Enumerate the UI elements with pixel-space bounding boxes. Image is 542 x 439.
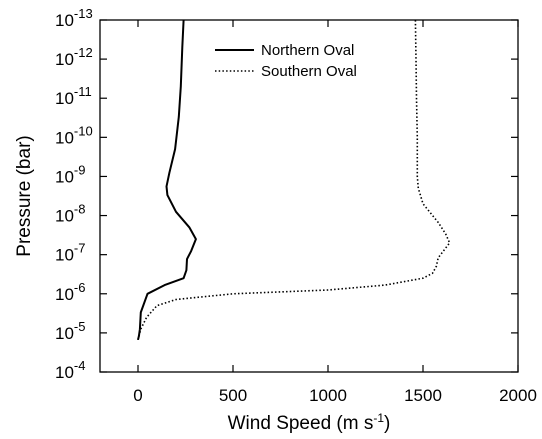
y-tick-label: 10-6 [55, 280, 85, 304]
y-tick-labels: 10-410-510-610-710-810-910-1010-1110-121… [55, 6, 93, 382]
y-tick-exponent: -6 [74, 280, 86, 295]
y-tick-exponent: -9 [74, 162, 86, 177]
y-tick-base: 10 [55, 324, 74, 343]
y-tick-label: 10-11 [55, 84, 92, 108]
x-tick-label: 2000 [499, 386, 537, 405]
y-tick-base: 10 [55, 246, 74, 265]
x-tick-label: 0 [133, 386, 142, 405]
x-tick-label: 1000 [309, 386, 347, 405]
y-tick-label: 10-5 [55, 319, 85, 343]
y-tick-exponent: -12 [74, 45, 93, 60]
y-tick-base: 10 [55, 89, 74, 108]
y-tick-label: 10-12 [55, 45, 93, 69]
x-tick-label: 500 [219, 386, 247, 405]
y-tick-base: 10 [55, 11, 74, 30]
legend-label-northern: Northern Oval [261, 42, 354, 59]
x-tick-labels: 0 500 1000 1500 2000 [133, 386, 537, 405]
y-tick-base: 10 [55, 128, 74, 147]
y-tick-exponent: -7 [74, 241, 86, 256]
axis-ticks [100, 19, 519, 373]
y-tick-label: 10-8 [55, 202, 85, 226]
y-tick-label: 10-4 [55, 358, 85, 382]
y-tick-label: 10-10 [55, 123, 93, 147]
x-axis-title-superscript: -1 [373, 411, 384, 425]
y-tick-base: 10 [55, 50, 74, 69]
x-tick-label: 1500 [404, 386, 442, 405]
legend: Northern Oval Southern Oval [215, 42, 357, 80]
northern-oval-line [137, 19, 197, 341]
x-axis-title: Wind Speed (m s-1) [228, 411, 391, 434]
legend-label-southern: Southern Oval [261, 63, 357, 80]
y-tick-label: 10-9 [55, 162, 85, 186]
y-tick-exponent: -5 [74, 319, 86, 334]
y-tick-base: 10 [55, 363, 74, 382]
y-tick-base: 10 [55, 285, 74, 304]
y-tick-exponent: -10 [74, 123, 93, 138]
y-tick-base: 10 [55, 167, 74, 186]
x-axis-title-end: ) [384, 413, 390, 434]
y-tick-exponent: -4 [74, 358, 86, 373]
y-axis-title: Pressure (bar) [14, 135, 35, 256]
y-tick-base: 10 [55, 207, 74, 226]
y-tick-label: 10-13 [55, 6, 93, 30]
y-tick-label: 10-7 [55, 241, 85, 265]
plot-frame [99, 19, 519, 373]
y-tick-exponent: -11 [74, 84, 92, 99]
y-tick-exponent: -13 [74, 6, 93, 21]
series-layer [137, 19, 451, 341]
y-tick-exponent: -8 [74, 202, 86, 217]
